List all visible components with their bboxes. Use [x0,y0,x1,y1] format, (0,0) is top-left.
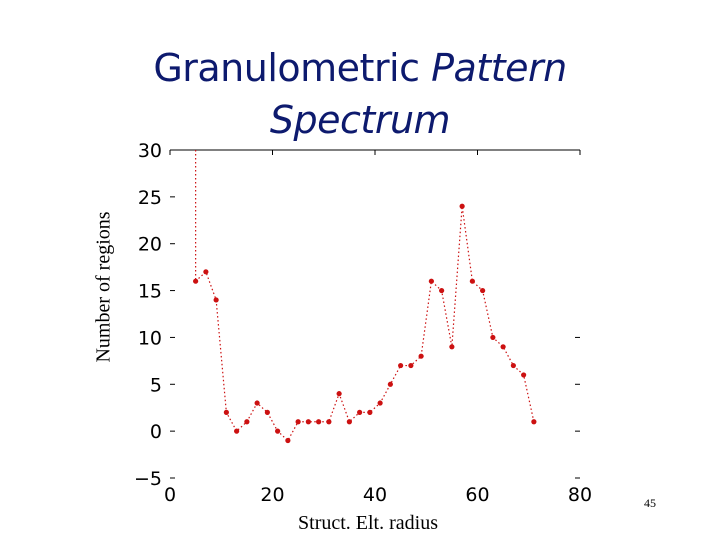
data-point [398,362,404,369]
data-point [387,381,393,387]
chart-title: Granulometric Pattern Spectrum [0,42,720,146]
page-number: 45 [644,496,656,510]
data-series [193,150,537,444]
data-point [275,428,281,434]
data-point [346,419,352,425]
y-axis-ticks: −5 0 5 10 15 20 25 30 [134,140,580,490]
data-point [213,297,219,303]
data-point [500,344,506,350]
data-point [223,409,229,415]
y-axis-label: Number of regions [92,211,115,363]
data-point [418,353,424,359]
data-point [377,400,383,406]
y-tick-label: 5 [150,374,162,396]
data-point [408,362,414,369]
data-point [449,344,455,350]
data-point [367,409,373,415]
title-plain: Granulometric [153,46,432,90]
data-point [480,287,486,294]
data-point [203,269,209,275]
data-point [336,391,342,397]
data-point [357,409,363,415]
data-point [316,419,322,425]
title-line-1: Granulometric Pattern [0,42,720,94]
title-italic-2: Spectrum [269,98,451,142]
x-axis-ticks: 0 20 40 60 80 [164,150,592,506]
data-point [521,372,527,378]
data-point [490,334,496,341]
data-point [305,419,311,425]
y-tick-label: 30 [138,140,162,162]
y-tick-label: 20 [138,234,162,256]
y-tick-label: 0 [150,421,162,443]
y-tick-label: 10 [138,327,162,349]
y-tick-label: 25 [138,187,162,209]
data-point [459,203,465,209]
data-point [193,278,199,284]
data-point [254,400,260,406]
data-point [428,278,434,284]
y-tick-label: −5 [134,468,162,490]
x-tick-label: 60 [465,484,489,506]
data-point [531,419,537,425]
data-point [244,419,250,425]
data-point [285,437,291,444]
x-tick-label: 40 [363,484,387,506]
y-tick-label: 15 [138,281,162,303]
title-italic-1: Pattern [431,46,567,90]
data-point [264,409,270,415]
data-point [234,428,240,434]
x-axis-label: Struct. Elt. radius [298,512,438,534]
x-tick-label: 20 [260,484,284,506]
data-point [295,419,301,425]
data-point [439,287,445,294]
title-line-2: Spectrum [0,94,720,146]
data-point [326,419,332,425]
series-line [195,206,535,442]
x-tick-label: 80 [568,484,592,506]
data-point [469,278,475,284]
x-tick-label: 0 [164,484,176,506]
data-point [510,362,516,369]
